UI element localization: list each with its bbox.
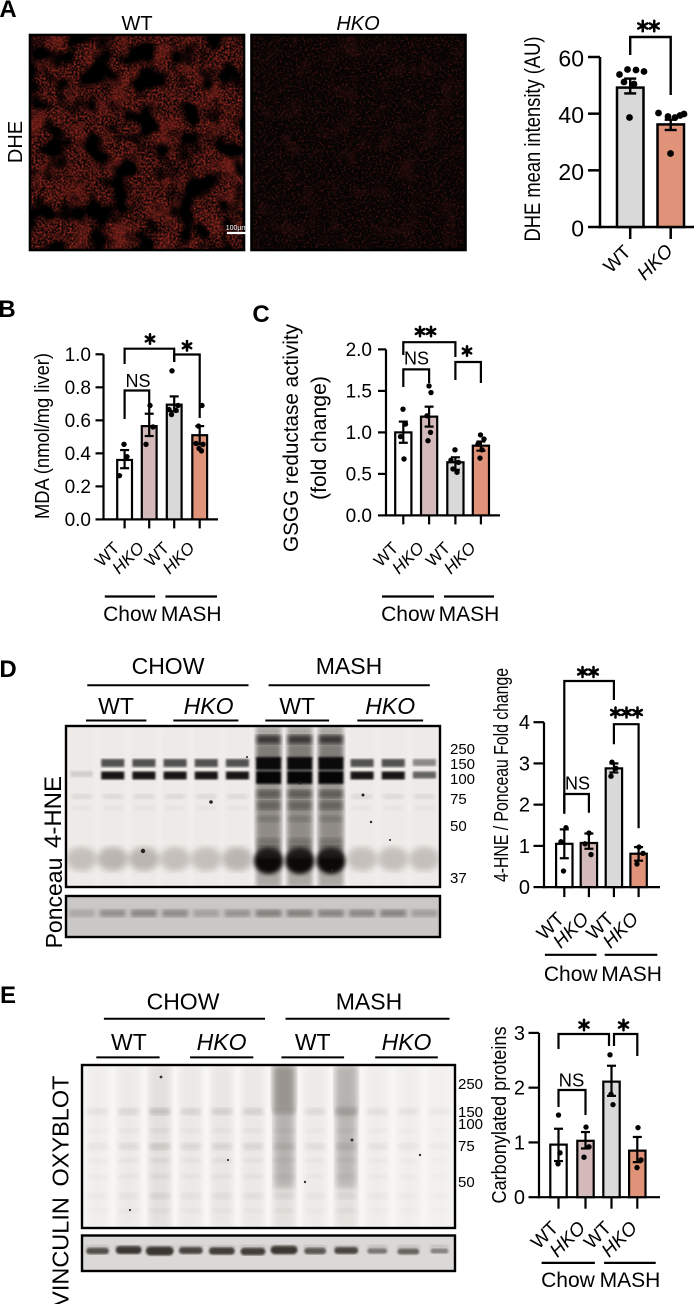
svg-text:0.2: 0.2 (65, 477, 91, 498)
svg-text:WT: WT (295, 1029, 331, 1055)
svg-text:0.4: 0.4 (65, 444, 92, 465)
svg-text:3: 3 (519, 753, 530, 775)
svg-text:Chow: Chow (103, 603, 158, 626)
svg-text:75: 75 (458, 1138, 475, 1155)
svg-text:HKO: HKO (365, 693, 415, 719)
svg-text:250: 250 (450, 741, 475, 758)
svg-text:50: 50 (450, 818, 467, 835)
svg-text:CHOW: CHOW (147, 989, 220, 1015)
svg-text:WT: WT (98, 693, 134, 719)
svg-text:DHE mean intensity (AU): DHE mean intensity (AU) (520, 37, 545, 242)
svg-text:0.5: 0.5 (346, 464, 372, 485)
svg-text:MASH: MASH (601, 963, 662, 986)
svg-text:WT: WT (111, 1029, 147, 1055)
svg-text:WT: WT (600, 241, 636, 277)
svg-text:4-HNE / Ponceau Fold change: 4-HNE / Ponceau Fold change (491, 668, 513, 882)
svg-text:20: 20 (558, 159, 584, 185)
svg-text:3: 3 (514, 1023, 525, 1045)
svg-text:HKO: HKO (382, 1029, 432, 1055)
svg-text:MASH: MASH (439, 603, 500, 626)
svg-text:150: 150 (450, 756, 475, 773)
svg-text:0.8: 0.8 (65, 378, 91, 399)
svg-text:1.0: 1.0 (346, 423, 372, 444)
svg-text:0: 0 (519, 877, 530, 899)
svg-text:NS: NS (565, 774, 590, 794)
svg-text:2: 2 (514, 1078, 525, 1100)
svg-text:100: 100 (450, 771, 475, 788)
svg-text:50: 50 (458, 1174, 475, 1191)
svg-text:MASH: MASH (316, 653, 382, 679)
svg-text:OXYBLOT: OXYBLOT (48, 1075, 74, 1186)
svg-text:4-HNE: 4-HNE (40, 776, 67, 848)
svg-text:100: 100 (458, 1116, 483, 1133)
svg-text:WT: WT (279, 693, 315, 719)
svg-text:MDA (nmol/mg liver): MDA (nmol/mg liver) (32, 353, 54, 519)
svg-text:4: 4 (519, 712, 530, 734)
svg-text:1.5: 1.5 (346, 381, 372, 402)
svg-text:Ponceau: Ponceau (41, 858, 67, 949)
svg-text:VINCULIN: VINCULIN (48, 1197, 74, 1304)
svg-text:0.0: 0.0 (65, 510, 91, 531)
svg-text:HKO: HKO (634, 241, 678, 285)
svg-text:D: D (0, 656, 17, 683)
svg-text:1: 1 (519, 836, 530, 858)
svg-text:NS: NS (559, 1070, 585, 1091)
svg-text:60: 60 (558, 46, 584, 72)
svg-text:CHOW: CHOW (132, 653, 205, 679)
svg-text:C: C (252, 301, 269, 328)
svg-text:(fold change): (fold change) (308, 376, 331, 500)
svg-text:B: B (0, 296, 16, 323)
svg-text:A: A (0, 0, 17, 23)
svg-text:HKO: HKO (184, 693, 234, 719)
svg-text:0.6: 0.6 (65, 411, 91, 432)
svg-text:Chow: Chow (544, 963, 599, 986)
svg-text:Chow: Chow (541, 1269, 596, 1292)
svg-text:GSGG reductase activity: GSGG reductase activity (280, 324, 303, 552)
svg-text:MASH: MASH (600, 1269, 661, 1292)
svg-text:2.0: 2.0 (346, 340, 372, 361)
svg-text:250: 250 (458, 1076, 483, 1093)
svg-text:1: 1 (514, 1132, 525, 1154)
svg-text:Chow: Chow (381, 603, 436, 626)
svg-text:E: E (0, 982, 16, 1009)
svg-text:0: 0 (514, 1187, 525, 1209)
svg-text:MASH: MASH (336, 989, 402, 1015)
svg-text:NS: NS (125, 371, 150, 391)
svg-text:DHE: DHE (5, 121, 27, 163)
svg-text:HKO: HKO (336, 13, 379, 35)
svg-text:HKO: HKO (197, 1029, 247, 1055)
svg-text:75: 75 (450, 791, 467, 808)
svg-text:100µm: 100µm (226, 225, 248, 232)
svg-text:37: 37 (450, 870, 467, 887)
svg-text:40: 40 (558, 102, 584, 128)
svg-text:WT: WT (121, 13, 152, 35)
svg-text:Carbonylated proteins: Carbonylated proteins (489, 1027, 511, 1204)
svg-text:MASH: MASH (161, 603, 222, 626)
svg-text:NS: NS (404, 349, 429, 369)
svg-text:2: 2 (519, 795, 530, 817)
svg-text:1.0: 1.0 (65, 345, 91, 366)
svg-text:0.0: 0.0 (346, 506, 372, 527)
svg-text:0: 0 (571, 216, 584, 242)
svg-text:150: 150 (458, 1104, 483, 1121)
